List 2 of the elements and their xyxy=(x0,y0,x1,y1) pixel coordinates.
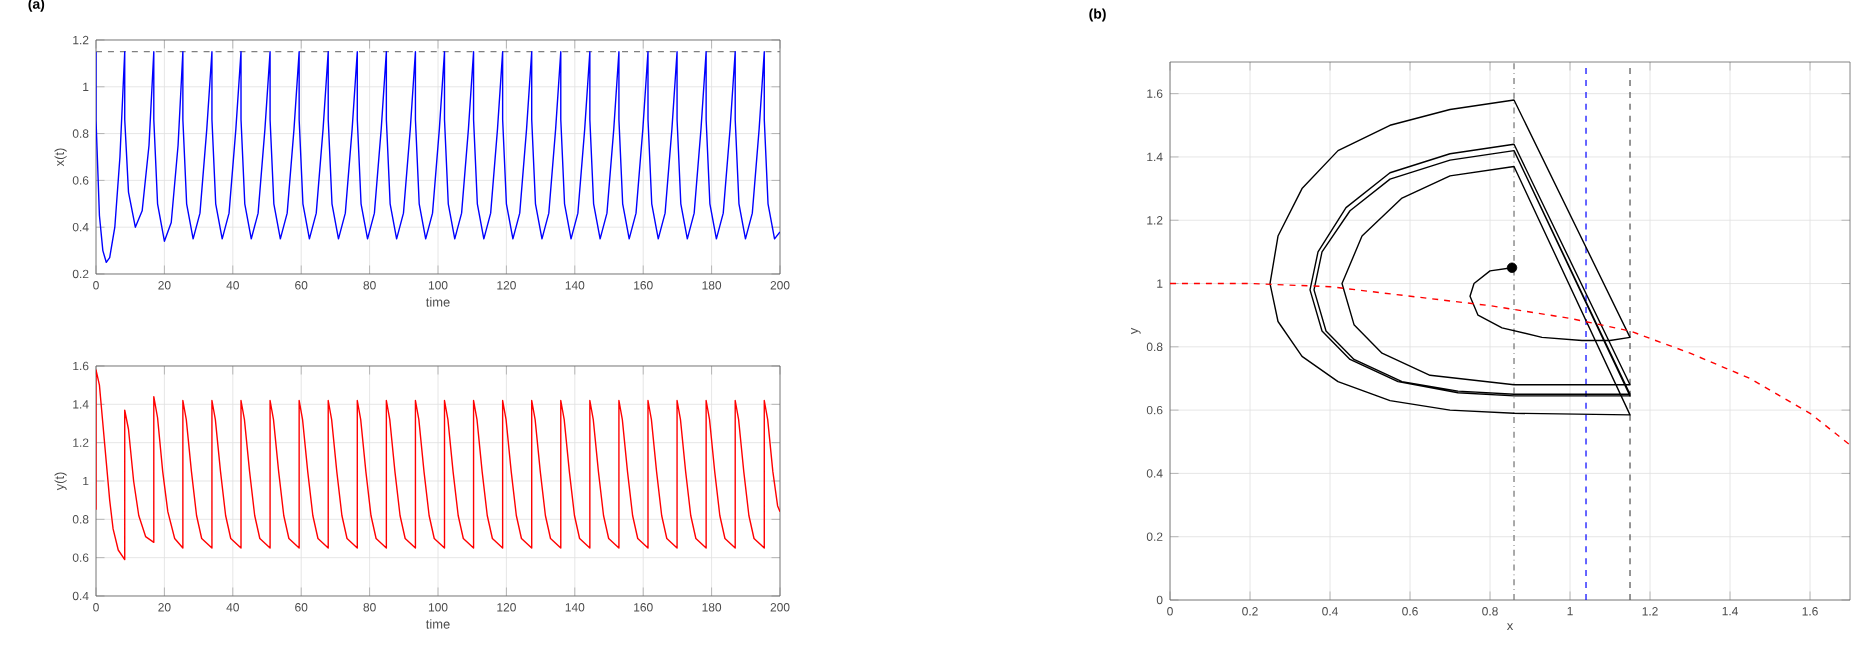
line-series xyxy=(96,369,780,561)
line-series xyxy=(96,51,780,263)
